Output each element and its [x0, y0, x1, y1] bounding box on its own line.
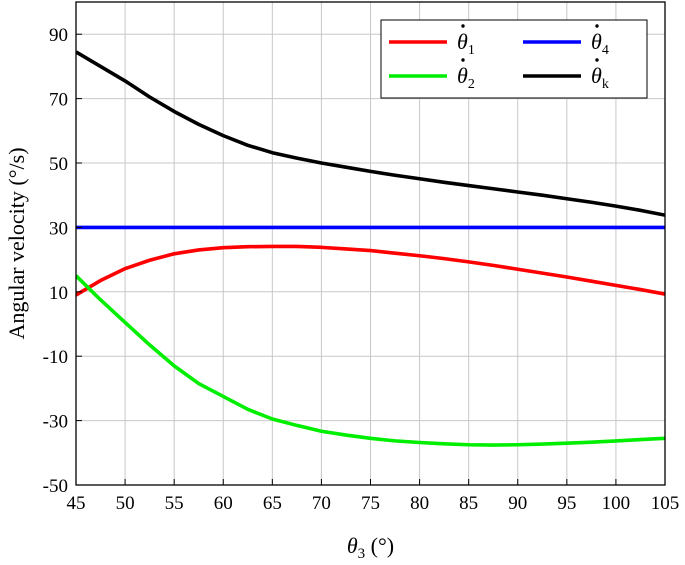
- y-tick-label: -30: [43, 412, 68, 433]
- x-tick-label: 50: [116, 493, 135, 514]
- x-tick-label: 80: [410, 493, 429, 514]
- x-axis-unit: (°): [365, 533, 394, 558]
- x-tick-label: 65: [263, 493, 282, 514]
- y-tick-label: -50: [43, 476, 68, 497]
- y-tick-label: 30: [49, 218, 68, 239]
- legend-dot: [595, 24, 599, 28]
- x-axis-symbol: θ: [347, 533, 358, 558]
- legend-label: θ2: [457, 63, 475, 92]
- x-tick-label: 70: [312, 493, 331, 514]
- x-axis-subscript: 3: [358, 546, 366, 562]
- x-tick-label: 105: [651, 493, 680, 514]
- y-tick-label: 70: [49, 90, 68, 111]
- x-tick-label: 75: [361, 493, 380, 514]
- y-tick-label: 10: [49, 283, 68, 304]
- y-tick-label: -10: [43, 347, 68, 368]
- y-tick-label: 50: [49, 154, 68, 175]
- legend-label: θ4: [591, 29, 609, 58]
- legend-dot: [461, 58, 465, 62]
- series-line-1: [76, 274, 665, 447]
- legend-label: θ1: [457, 29, 475, 58]
- legend-label: θk: [591, 63, 609, 92]
- x-tick-label: 45: [67, 493, 86, 514]
- legend-dot: [595, 58, 599, 62]
- x-tick-label: 100: [602, 493, 631, 514]
- x-tick-label: 95: [557, 493, 576, 514]
- y-tick-label: 90: [49, 25, 68, 46]
- series-layer: [76, 50, 665, 447]
- x-tick-label: 60: [214, 493, 233, 514]
- legend: θ1 θ4 θ2 θk: [380, 19, 648, 99]
- x-tick-label: 55: [165, 493, 184, 514]
- x-tick-label: 85: [459, 493, 478, 514]
- legend-box: [380, 19, 648, 99]
- x-tick-label: 90: [508, 493, 527, 514]
- series-line-3: [76, 50, 665, 217]
- tick-layer: 45 50 55 60 65 70 75 80 85 90 95 100 105 -50 -30 -10 10 3…: [43, 25, 680, 514]
- y-axis-label: Angular velocity (°/s): [4, 147, 29, 339]
- series-line-0: [76, 244, 665, 297]
- legend-dot: [461, 24, 465, 28]
- x-axis-label: θ3 (°): [347, 533, 394, 562]
